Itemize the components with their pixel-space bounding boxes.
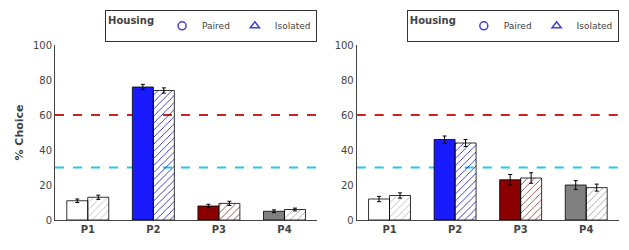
svg-text:40: 40 <box>341 145 354 156</box>
svg-text:Paired: Paired <box>504 21 532 31</box>
svg-text:P3: P3 <box>212 224 226 235</box>
svg-text:Isolated: Isolated <box>275 21 311 31</box>
svg-text:40: 40 <box>39 145 52 156</box>
svg-text:100: 100 <box>335 40 354 51</box>
svg-text:Housing: Housing <box>108 15 154 26</box>
svg-text:P4: P4 <box>579 224 593 235</box>
svg-text:Isolated: Isolated <box>577 21 613 31</box>
svg-text:P4: P4 <box>277 224 291 235</box>
svg-text:100: 100 <box>33 40 52 51</box>
svg-text:80: 80 <box>341 75 354 86</box>
svg-text:0: 0 <box>347 215 353 226</box>
svg-text:P1: P1 <box>382 224 396 235</box>
svg-text:P1: P1 <box>81 224 95 235</box>
svg-text:P2: P2 <box>448 224 462 235</box>
svg-text:P2: P2 <box>146 224 160 235</box>
svg-text:60: 60 <box>341 110 354 121</box>
svg-text:P3: P3 <box>514 224 528 235</box>
svg-text:80: 80 <box>39 75 52 86</box>
svg-text:Paired: Paired <box>202 21 230 31</box>
svg-text:0: 0 <box>46 215 52 226</box>
svg-text:20: 20 <box>39 180 52 191</box>
svg-text:60: 60 <box>39 110 52 121</box>
svg-text:20: 20 <box>341 180 354 191</box>
svg-text:% Choice: % Choice <box>13 104 26 160</box>
svg-text:Housing: Housing <box>410 15 456 26</box>
